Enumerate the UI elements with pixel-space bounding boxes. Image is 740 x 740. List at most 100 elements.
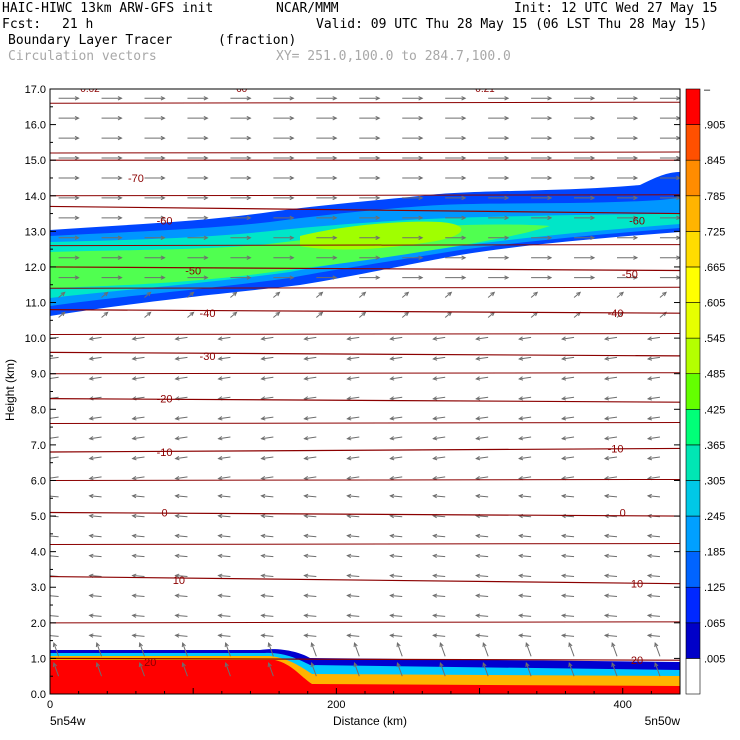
vector-arrowhead xyxy=(590,215,596,221)
y-tick-label: 13.0 xyxy=(25,226,46,238)
vector-arrow xyxy=(96,642,103,657)
isotherm-contours: -70 -60 -60 -50 -50 -40 -40 -30 -20 -10 -10 0 0 10 10 2… xyxy=(50,84,680,669)
vector-arrowhead xyxy=(560,613,567,618)
vector-arrowhead xyxy=(432,593,438,598)
vector-arrowhead xyxy=(547,96,553,101)
vector-arrowhead xyxy=(590,175,596,181)
vector-arrowhead xyxy=(160,115,166,121)
vector-arrowhead xyxy=(332,155,338,161)
vector-arrowhead xyxy=(260,376,266,381)
vector-arrowhead xyxy=(246,96,252,101)
vector-arrowhead xyxy=(346,475,352,481)
vector-arrow xyxy=(562,535,575,538)
vector-arrow xyxy=(530,311,538,318)
y-tick-label: 5.0 xyxy=(31,511,46,523)
vector-arrowhead xyxy=(303,416,309,421)
vector-arrow xyxy=(175,634,188,637)
vector-arrowhead xyxy=(389,436,395,441)
vector-arrow xyxy=(132,594,145,597)
vector-arrow xyxy=(390,476,403,480)
vector-arrowhead xyxy=(131,436,137,441)
vector-arrowhead xyxy=(517,533,524,539)
vector-arrow xyxy=(347,515,360,518)
vector-arrow xyxy=(354,642,360,657)
vector-arrow xyxy=(530,292,538,298)
vector-arrow xyxy=(132,416,145,420)
vector-arrow xyxy=(175,336,188,340)
vector-arrow xyxy=(605,476,618,480)
vector-arrowhead xyxy=(389,613,395,618)
vector-arrowhead xyxy=(461,255,467,260)
vector-arrow xyxy=(304,456,317,460)
vector-arrowhead xyxy=(504,115,510,121)
vector-arrowhead xyxy=(246,275,252,280)
vector-arrow xyxy=(605,634,618,637)
vector-arrowhead xyxy=(447,291,453,297)
vector-arrowhead xyxy=(375,115,381,121)
vector-arrow xyxy=(218,416,231,420)
vector-arrowhead xyxy=(74,235,80,240)
y-tick-label: 0.0 xyxy=(31,689,46,701)
colorbar-swatch xyxy=(685,622,701,659)
vector-arrowhead xyxy=(181,661,186,668)
vector-arrowhead xyxy=(117,115,123,121)
y-tick-label: 6.0 xyxy=(31,475,46,487)
contour-line xyxy=(50,101,680,104)
vector-arrowhead xyxy=(561,396,567,401)
vector-arrowhead xyxy=(603,376,610,381)
field-units: (fraction) xyxy=(218,33,297,48)
vector-arrowhead xyxy=(461,96,467,101)
vector-arrow xyxy=(225,642,231,657)
contour-line xyxy=(50,621,680,624)
top-edge-label: 0.21 xyxy=(475,84,495,95)
vector-arrow xyxy=(482,662,489,677)
vector-arrowhead xyxy=(518,416,524,421)
vector-arrow xyxy=(218,476,231,480)
vector-arrow xyxy=(268,642,274,657)
vector-arrow xyxy=(648,476,661,480)
vector-arrowhead xyxy=(203,195,209,201)
vector-arrow xyxy=(647,634,660,637)
colorbar-swatch xyxy=(685,88,701,125)
vector-arrow xyxy=(354,662,360,677)
vector-arrow xyxy=(433,376,446,380)
vector-arrow xyxy=(605,336,618,340)
vector-arrow xyxy=(562,594,575,597)
vector-arrow xyxy=(132,456,145,460)
vector-arrow xyxy=(648,416,661,420)
vector-arrowhead xyxy=(461,235,467,240)
vector-arrowhead xyxy=(203,175,209,181)
vector-arrowhead xyxy=(504,135,510,141)
vector-arrowhead xyxy=(518,336,524,341)
vector-arrow xyxy=(433,515,446,518)
vector-arrow xyxy=(476,376,489,380)
vector-arrow xyxy=(175,575,188,578)
y-tick-label: 15.0 xyxy=(25,155,46,167)
vector-arrowhead xyxy=(375,135,381,141)
vector-arrowhead xyxy=(246,155,252,161)
vector-arrow xyxy=(261,376,274,380)
vector-arrowhead xyxy=(332,115,338,121)
vector-arrowhead xyxy=(517,593,524,598)
isotherm-label: -20 xyxy=(157,394,173,406)
vector-arrowhead xyxy=(217,633,223,638)
vector-arrowhead xyxy=(289,96,295,101)
vector-arrow xyxy=(89,336,102,340)
circulation-vectors xyxy=(50,96,680,677)
vector-arrowhead xyxy=(88,436,94,441)
vector-arrow xyxy=(390,336,403,340)
vector-arrowhead xyxy=(217,376,223,381)
vector-arrowhead xyxy=(174,533,180,539)
vector-arrowhead xyxy=(260,416,266,421)
vector-arrowhead xyxy=(547,115,553,121)
vector-arrowhead xyxy=(303,356,309,361)
vector-arrow xyxy=(304,594,317,597)
vector-arrow xyxy=(433,555,446,558)
vector-arrowhead xyxy=(88,356,94,361)
vector-arrowhead xyxy=(461,275,467,280)
vector-arrowhead xyxy=(353,642,358,648)
vector-arrow xyxy=(648,456,661,460)
colorbar-swatch xyxy=(685,658,701,695)
vector-arrow xyxy=(187,292,194,298)
vector-arrowhead xyxy=(547,235,553,240)
